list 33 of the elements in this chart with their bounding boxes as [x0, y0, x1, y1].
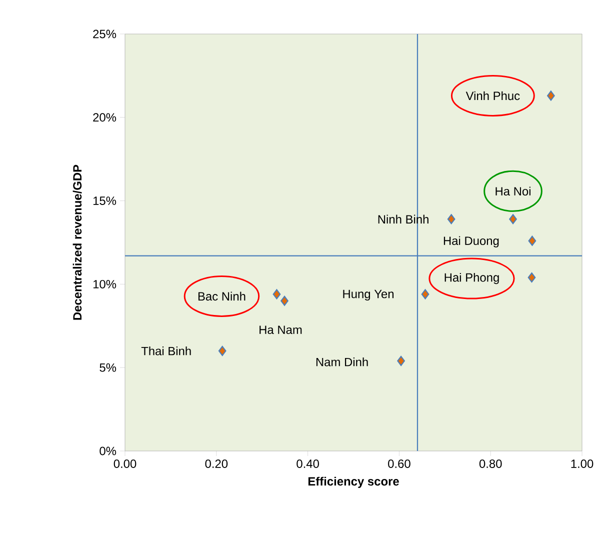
y-tick-label: 20% — [93, 113, 116, 122]
annotation: Thai Binh — [141, 346, 191, 356]
x-tick-label: 0.60 — [388, 460, 410, 468]
y-tick-label: 5% — [100, 363, 116, 372]
annotation: Hung Yen — [343, 290, 394, 301]
point — [509, 214, 517, 224]
annotation: Ha Nam — [260, 326, 302, 334]
annotation: Vinh Phuc — [466, 91, 520, 100]
point — [528, 272, 536, 283]
point — [218, 346, 226, 356]
x-tick-label: 0.00 — [114, 460, 136, 468]
annotation: Bac Ninh — [198, 292, 246, 301]
y-tick-label: 10% — [93, 280, 116, 288]
annotation: Nam Dinh — [316, 358, 368, 366]
point — [528, 236, 536, 246]
point — [447, 214, 456, 224]
y-axis-title: Decentralized revenue/GDP — [72, 164, 82, 320]
y-tick-label: 15% — [93, 196, 116, 205]
annotation: Ha Noi — [496, 186, 530, 196]
x-axis-title: Efficiency score — [308, 476, 399, 488]
x-tick-label: 0.20 — [205, 460, 228, 468]
x-tick-label: 1.00 — [571, 460, 594, 468]
point — [421, 289, 430, 300]
y-tick-label: 25% — [93, 30, 116, 38]
annotation: Hai Duong — [444, 236, 499, 248]
point — [397, 356, 405, 366]
point — [547, 90, 555, 101]
point — [272, 289, 281, 300]
point — [280, 296, 288, 306]
y-tick-label: 0% — [100, 446, 116, 456]
x-tick-label: 0.80 — [479, 460, 502, 468]
x-tick-label: 0.40 — [296, 460, 319, 468]
annotation: Hai Phong — [444, 272, 499, 284]
